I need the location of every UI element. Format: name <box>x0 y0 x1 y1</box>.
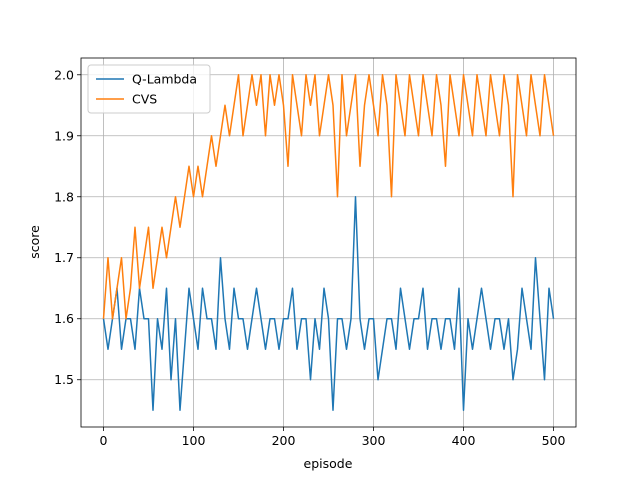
x-tick-label: 0 <box>100 433 108 448</box>
y-tick-label: 1.9 <box>54 128 74 143</box>
y-tick-label: 1.8 <box>54 189 74 204</box>
plot-frame <box>80 57 577 428</box>
y-tick-label: 1.6 <box>54 311 74 326</box>
y-tick-label: 1.5 <box>54 372 74 387</box>
x-tick-label: 100 <box>182 433 206 448</box>
x-axis-label: episode <box>304 456 353 471</box>
series-line <box>102 196 555 411</box>
legend-label: CVS <box>132 92 157 107</box>
x-tick-label: 300 <box>362 433 386 448</box>
y-tick-label: 1.7 <box>54 250 74 265</box>
x-tick-label: 200 <box>272 433 296 448</box>
legend-label: Q-Lambda <box>132 72 197 87</box>
series-line <box>102 74 555 320</box>
legend: Q-Lambda CVS <box>87 64 211 114</box>
y-tick-label: 2.0 <box>54 67 74 82</box>
legend-box <box>87 64 211 114</box>
x-tick-label: 400 <box>452 433 476 448</box>
y-axis-label: score <box>27 225 42 259</box>
x-tick-label: 500 <box>542 433 566 448</box>
